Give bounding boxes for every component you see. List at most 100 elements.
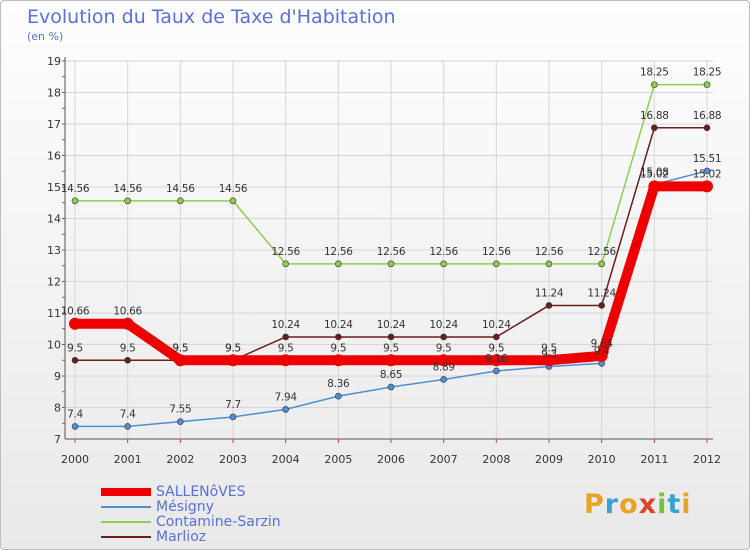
data-label-marlioz: 9.5 bbox=[120, 342, 136, 354]
data-point-m-signy bbox=[493, 367, 500, 375]
data-point-marlioz bbox=[703, 124, 711, 132]
data-point-contamine-sarzin bbox=[703, 81, 711, 88]
y-tick-label: 10 bbox=[47, 339, 61, 352]
x-tick-label: 2007 bbox=[430, 453, 458, 466]
data-label-contamine-sarzin: 12.56 bbox=[271, 246, 300, 258]
data-label-contamine-sarzin: 12.56 bbox=[587, 246, 616, 258]
data-label-m-signy: 7.4 bbox=[67, 408, 83, 420]
data-label-m-signy: 8.89 bbox=[433, 361, 455, 373]
data-label-marlioz: 10.24 bbox=[324, 319, 353, 331]
y-tick-label: 17 bbox=[47, 118, 61, 131]
data-point-marlioz bbox=[335, 333, 342, 341]
data-point-sallen-ves bbox=[437, 354, 450, 367]
logo-letter: o bbox=[619, 489, 639, 520]
data-label-contamine-sarzin: 14.56 bbox=[219, 183, 248, 195]
data-label-m-signy: 7.94 bbox=[275, 391, 298, 403]
data-point-m-signy bbox=[335, 392, 342, 400]
y-tick-label: 9 bbox=[54, 370, 61, 383]
logo-letter: P bbox=[584, 489, 605, 520]
chart-title: Evolution du Taux de Taxe d'Habitation bbox=[27, 6, 396, 28]
data-point-m-signy bbox=[124, 423, 131, 430]
data-point-m-signy bbox=[177, 418, 184, 425]
data-point-sallen-ves bbox=[701, 180, 713, 193]
data-point-sallen-ves bbox=[332, 354, 345, 367]
x-tick-label: 2000 bbox=[61, 453, 89, 466]
logo-letter: i bbox=[681, 489, 692, 520]
data-label-contamine-sarzin: 14.56 bbox=[113, 183, 142, 195]
data-label-sallen-ves: 9.5 bbox=[225, 342, 241, 354]
legend-label-sallenoves: SALLENôVES bbox=[156, 484, 246, 500]
data-label-marlioz: 10.24 bbox=[271, 319, 300, 331]
y-tick-label: 7 bbox=[54, 433, 61, 446]
logo-letter: i bbox=[657, 489, 668, 520]
x-tick-label: 2004 bbox=[272, 453, 300, 466]
data-point-m-signy bbox=[440, 376, 447, 383]
data-label-m-signy: 15.51 bbox=[693, 153, 722, 165]
data-point-sallen-ves bbox=[279, 354, 292, 367]
legend-label-contamine-sarzin: Contamine-Sarzin bbox=[156, 514, 281, 530]
data-label-m-signy: 9.3 bbox=[541, 349, 557, 361]
data-label-m-signy: 9.16 bbox=[485, 353, 508, 365]
data-label-contamine-sarzin: 12.56 bbox=[535, 246, 564, 258]
data-label-sallen-ves: 10.66 bbox=[113, 306, 142, 318]
legend-label-marlioz: Marlioz bbox=[156, 529, 207, 545]
data-label-marlioz: 9.5 bbox=[172, 342, 188, 354]
data-point-m-signy bbox=[282, 406, 289, 413]
data-point-m-signy bbox=[71, 423, 79, 430]
data-point-marlioz bbox=[387, 333, 395, 341]
data-label-m-signy: 8.36 bbox=[327, 378, 350, 390]
data-point-contamine-sarzin bbox=[124, 197, 131, 205]
data-point-contamine-sarzin bbox=[493, 260, 500, 268]
data-label-marlioz: 10.24 bbox=[377, 319, 406, 331]
data-point-sallen-ves bbox=[121, 317, 134, 330]
data-point-sallen-ves bbox=[227, 354, 239, 367]
logo-letter: x bbox=[638, 489, 658, 520]
data-label-marlioz: 10.24 bbox=[429, 319, 458, 331]
data-point-sallen-ves bbox=[490, 354, 503, 367]
x-tick-label: 2001 bbox=[114, 453, 142, 466]
proxiti-logo: Proxiti bbox=[584, 489, 692, 520]
data-point-sallen-ves bbox=[174, 354, 187, 367]
x-tick-label: 2008 bbox=[482, 453, 510, 466]
y-tick-label: 12 bbox=[47, 276, 61, 289]
data-label-sallen-ves: 9.5 bbox=[436, 342, 452, 354]
x-tick-label: 2009 bbox=[535, 453, 563, 466]
data-label-contamine-sarzin: 12.56 bbox=[377, 246, 406, 258]
data-label-m-signy: 7.4 bbox=[120, 408, 136, 420]
data-label-sallen-ves: 9.64 bbox=[591, 338, 614, 350]
data-point-marlioz bbox=[651, 124, 658, 132]
data-label-contamine-sarzin: 12.56 bbox=[482, 246, 511, 258]
chart-subtitle: (en %) bbox=[27, 30, 64, 43]
data-label-sallen-ves: 9.5 bbox=[330, 342, 346, 354]
data-point-m-signy bbox=[703, 167, 711, 175]
x-tick-label: 2012 bbox=[693, 453, 721, 466]
logo-letter: t bbox=[667, 489, 682, 520]
data-label-contamine-sarzin: 12.56 bbox=[429, 246, 458, 258]
legend-label-mesigny: Mésigny bbox=[156, 499, 214, 515]
data-point-contamine-sarzin bbox=[229, 197, 237, 205]
data-label-sallen-ves: 9.5 bbox=[383, 342, 399, 354]
data-point-m-signy bbox=[229, 413, 237, 421]
data-point-contamine-sarzin bbox=[177, 197, 184, 205]
data-label-marlioz: 10.24 bbox=[482, 319, 511, 331]
data-label-marlioz: 9.5 bbox=[67, 342, 83, 354]
x-tick-label: 2003 bbox=[219, 453, 247, 466]
x-tick-label: 2011 bbox=[640, 453, 668, 466]
y-tick-label: 18 bbox=[47, 87, 61, 100]
data-point-m-signy bbox=[387, 383, 395, 391]
data-point-marlioz bbox=[545, 302, 553, 309]
y-tick-label: 11 bbox=[47, 307, 61, 320]
x-tick-label: 2005 bbox=[324, 453, 352, 466]
legend-swatch-mesigny bbox=[101, 506, 151, 508]
data-label-marlioz: 9.5 bbox=[225, 342, 241, 354]
data-point-contamine-sarzin bbox=[387, 260, 395, 268]
data-point-marlioz bbox=[282, 333, 289, 341]
data-point-contamine-sarzin bbox=[335, 260, 342, 268]
data-point-sallen-ves bbox=[69, 317, 81, 330]
y-tick-label: 19 bbox=[47, 55, 61, 68]
data-label-m-signy: 9.4 bbox=[594, 345, 610, 357]
data-label-sallen-ves: 9.5 bbox=[278, 342, 294, 354]
data-label-contamine-sarzin: 18.25 bbox=[640, 67, 669, 79]
